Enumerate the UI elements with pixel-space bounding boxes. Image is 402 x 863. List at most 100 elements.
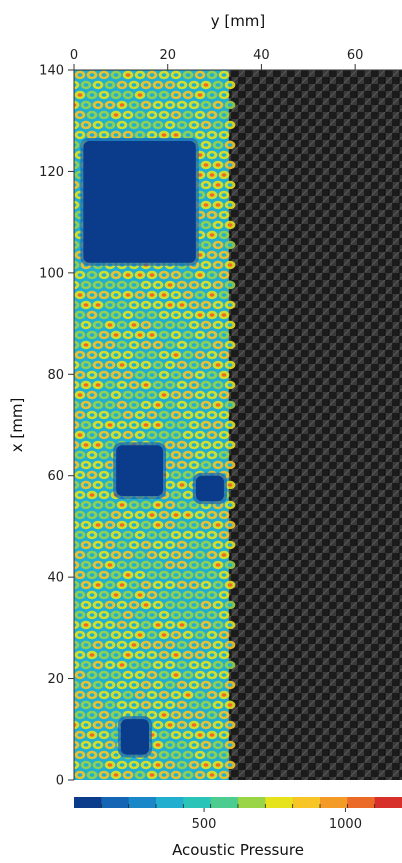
scan-cell-core [113, 93, 119, 97]
scan-cell-core [95, 603, 101, 607]
scan-cell-core [77, 413, 83, 417]
scan-cell-core [101, 573, 107, 577]
scan-cell-core [161, 673, 167, 677]
scan-cell-core [203, 163, 209, 167]
scan-cell-core [185, 593, 191, 597]
scan-cell-core [155, 663, 161, 667]
scan-cell-core [209, 193, 215, 197]
scan-cell-core [203, 683, 209, 687]
scan-cell-core [125, 73, 131, 77]
scan-cell-core [227, 163, 233, 167]
scan-cell-core [131, 763, 137, 767]
scan-cell-core [107, 483, 113, 487]
scan-cell-core [95, 483, 101, 487]
scan-cell-core [203, 363, 209, 367]
scan-cell-core [227, 323, 233, 327]
scan-cell-core [203, 463, 209, 467]
scan-cell-core [179, 283, 185, 287]
scan-cell-core [197, 573, 203, 577]
scan-cell-core [173, 593, 179, 597]
scan-cell-core [143, 423, 149, 427]
scan-cell-core [77, 433, 83, 437]
scan-cell-core [173, 513, 179, 517]
scan-cell-core [161, 113, 167, 117]
scan-cell-core [83, 683, 89, 687]
scan-cell-core [221, 73, 227, 77]
scan-cell-core [173, 433, 179, 437]
scan-cell-core [113, 733, 119, 737]
scan-cell-core [131, 83, 137, 87]
scan-cell-core [143, 503, 149, 507]
scan-cell-core [113, 333, 119, 337]
y-tick-label: 60 [47, 469, 64, 484]
scan-cell-core [179, 443, 185, 447]
scan-cell-core [95, 503, 101, 507]
scan-cell-core [161, 733, 167, 737]
scan-cell-core [66, 733, 71, 737]
scan-cell-core [89, 613, 95, 617]
scan-cell-core [107, 563, 113, 567]
scan-cell-core [197, 93, 203, 97]
scan-cell-core [125, 633, 131, 637]
scan-cell [63, 151, 74, 159]
scan-cell-core [143, 763, 149, 767]
scan-cell-core [113, 593, 119, 597]
scan-cell-core [119, 303, 125, 307]
scan-cell-core [155, 543, 161, 547]
scan-cell-core [125, 293, 131, 297]
scan-cell-core [161, 373, 167, 377]
scan-cell-core [179, 543, 185, 547]
scan-cell-core [185, 553, 191, 557]
scan-cell-core [203, 623, 209, 627]
scan-cell-core [66, 213, 71, 217]
scan-cell-core [89, 453, 95, 457]
scan-cell-core [66, 533, 71, 537]
scan-cell-core [101, 553, 107, 557]
scan-cell-core [89, 593, 95, 597]
scan-cell-core [101, 373, 107, 377]
scan-cell-core [74, 503, 77, 507]
scan-cell-core [77, 613, 83, 617]
scan-cell-core [203, 263, 209, 267]
scan-cell-core [89, 133, 95, 137]
scan-cell-core [173, 413, 179, 417]
scan-cell-core [227, 563, 233, 567]
scan-cell-core [113, 413, 119, 417]
scan-cell-core [66, 193, 71, 197]
scan-cell [63, 751, 74, 759]
scan-cell-core [77, 113, 83, 117]
scan-cell-core [74, 183, 77, 187]
scan-cell-core [221, 173, 227, 177]
scan-cell-core [215, 443, 221, 447]
scan-cell-core [185, 713, 191, 717]
scan-cell-core [77, 553, 83, 557]
scan-cell-core [209, 433, 215, 437]
scan-cell-core [89, 573, 95, 577]
scan-cell-core [227, 143, 233, 147]
scan-cell-core [125, 513, 131, 517]
scan-cell-core [179, 323, 185, 327]
scan-cell-core [131, 103, 137, 107]
defect-region-2 [195, 475, 224, 502]
scan-cell-core [191, 743, 197, 747]
scan-cell-core [66, 693, 71, 697]
scan-cell-core [161, 133, 167, 137]
scan-cell-core [191, 443, 197, 447]
scan-cell-core [119, 403, 125, 407]
scan-cell-core [191, 663, 197, 667]
scan-cell-core [227, 83, 233, 87]
scan-cell-core [185, 453, 191, 457]
scan-cell-core [125, 113, 131, 117]
scan-cell-core [113, 133, 119, 137]
scan-cell-core [74, 243, 77, 247]
scan-cell-core [83, 503, 89, 507]
scan-cell-core [143, 543, 149, 547]
scan-cell-core [66, 713, 71, 717]
scan-cell-core [77, 133, 83, 137]
scan-cell-core [179, 643, 185, 647]
scan-cell-core [161, 433, 167, 437]
scan-cell-core [203, 743, 209, 747]
y-tick-label: 80 [47, 368, 64, 383]
scan-cell-core [149, 653, 155, 657]
scan-cell-core [161, 413, 167, 417]
